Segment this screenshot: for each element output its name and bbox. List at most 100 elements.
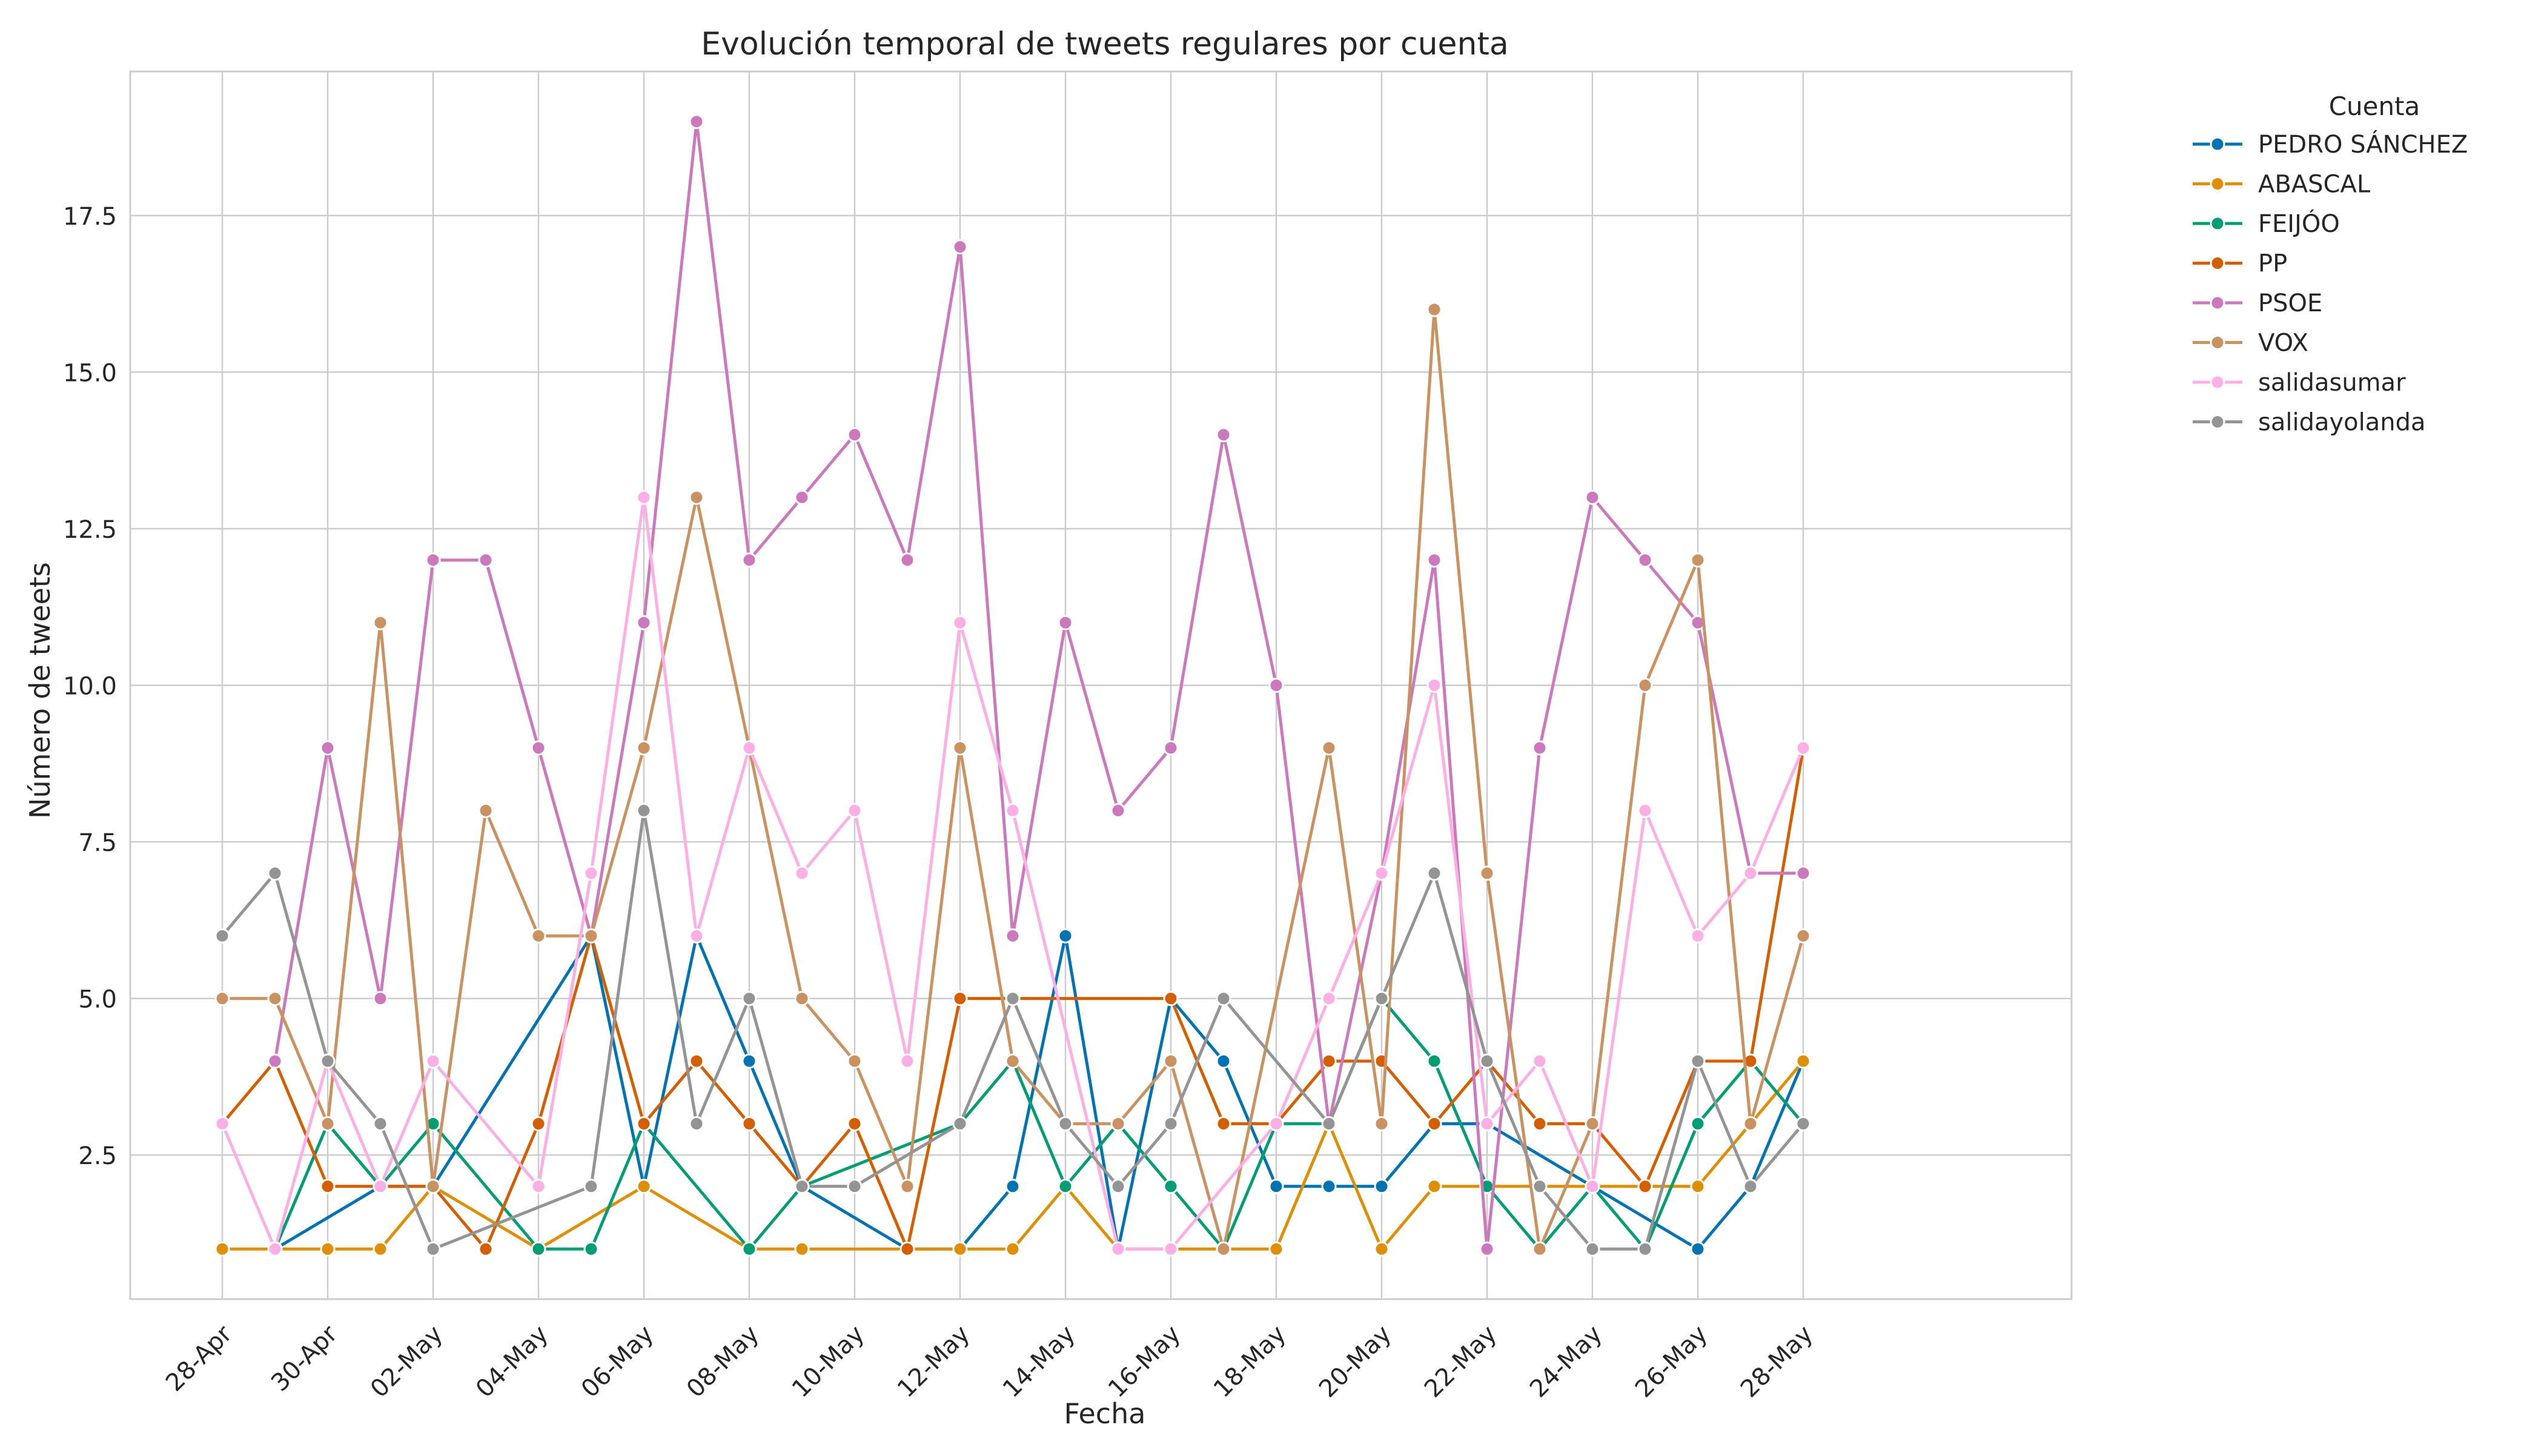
legend-marker: [2210, 136, 2225, 152]
x-axis-label: Fecha: [1064, 1397, 1146, 1430]
legend-label: PEDRO SÁNCHEZ: [2258, 130, 2468, 159]
data-point: [425, 552, 441, 568]
data-point: [1163, 991, 1179, 1007]
data-point: [1795, 928, 1811, 944]
data-point: [1268, 1179, 1284, 1194]
data-point: [636, 1116, 652, 1131]
data-point: [583, 1241, 599, 1257]
data-point: [899, 1053, 915, 1069]
data-point: [1005, 1179, 1021, 1194]
data-point: [794, 865, 810, 881]
data-point: [1374, 1241, 1390, 1257]
data-point: [1110, 1241, 1126, 1257]
data-point: [1216, 1116, 1231, 1131]
data-point: [373, 1116, 388, 1131]
data-point: [1690, 1053, 1706, 1069]
legend-label: salidayolanda: [2258, 409, 2426, 437]
y-tick-label: 7.5: [78, 829, 117, 857]
series-layer: [214, 114, 1811, 1257]
data-point: [214, 1116, 230, 1131]
data-point: [531, 740, 546, 756]
series-5: [214, 302, 1811, 1257]
data-point: [1058, 615, 1073, 630]
data-point: [320, 740, 336, 756]
legend-marker: [2210, 374, 2225, 390]
series-7: [214, 802, 1811, 1257]
y-axis-label: Número de tweets: [24, 562, 56, 819]
data-point: [1268, 1241, 1284, 1257]
data-point: [1058, 1116, 1073, 1131]
data-point: [267, 1053, 283, 1069]
data-point: [373, 1241, 388, 1257]
legend: Cuenta PEDRO SÁNCHEZ ABASCAL FEIJÓO PP PSOE V…: [2193, 91, 2468, 437]
data-point: [214, 991, 230, 1007]
data-point: [425, 1241, 441, 1257]
data-point: [1637, 1241, 1653, 1257]
data-point: [1058, 928, 1073, 944]
data-point: [1163, 740, 1179, 756]
legend-item: salidasumar: [2193, 369, 2406, 397]
data-point: [531, 928, 546, 944]
legend-item: PP: [2193, 250, 2287, 278]
data-point: [1321, 1053, 1337, 1069]
data-point: [1532, 1179, 1548, 1194]
data-point: [320, 1053, 336, 1069]
data-point: [1637, 678, 1653, 693]
legend-item: PSOE: [2193, 290, 2322, 317]
data-point: [267, 1241, 283, 1257]
data-point: [899, 552, 915, 568]
data-point: [1532, 1053, 1548, 1069]
legend-title: Cuenta: [2329, 91, 2420, 121]
data-point: [1637, 1179, 1653, 1194]
legend-item: VOX: [2193, 329, 2308, 357]
data-point: [794, 1241, 810, 1257]
data-point: [1795, 1116, 1811, 1131]
data-point: [1637, 552, 1653, 568]
data-point: [847, 1053, 863, 1069]
data-point: [1479, 1053, 1495, 1069]
data-point: [689, 489, 704, 505]
data-point: [1479, 865, 1495, 881]
data-point: [1005, 1241, 1021, 1257]
data-point: [1374, 1179, 1390, 1194]
data-point: [1110, 1116, 1126, 1131]
data-point: [478, 1241, 494, 1257]
data-point: [1426, 1053, 1442, 1069]
data-point: [1058, 1179, 1073, 1194]
data-point: [1795, 865, 1811, 881]
data-point: [531, 1179, 546, 1194]
data-point: [899, 1179, 915, 1194]
data-point: [1374, 865, 1390, 881]
data-point: [1532, 1116, 1548, 1131]
data-point: [636, 802, 652, 818]
data-point: [1532, 740, 1548, 756]
y-tick-label: 10.0: [63, 673, 117, 701]
legend-label: PSOE: [2258, 290, 2322, 317]
data-point: [1426, 678, 1442, 693]
data-point: [1321, 1116, 1337, 1131]
data-point: [1005, 1053, 1021, 1069]
data-point: [1110, 802, 1126, 818]
data-point: [1585, 1241, 1600, 1257]
data-point: [1110, 1179, 1126, 1194]
data-point: [1690, 1241, 1706, 1257]
data-point: [320, 1241, 336, 1257]
series-line: [273, 120, 1803, 1251]
data-point: [373, 615, 388, 630]
data-point: [478, 802, 494, 818]
data-point: [425, 1179, 441, 1194]
data-point: [1637, 802, 1653, 818]
data-point: [1585, 489, 1600, 505]
data-point: [952, 1116, 968, 1131]
legend-item: ABASCAL: [2193, 171, 2371, 199]
data-point: [741, 991, 757, 1007]
data-point: [847, 1116, 863, 1131]
legend-label: PP: [2258, 250, 2287, 278]
data-point: [952, 1241, 968, 1257]
data-point: [373, 1179, 388, 1194]
data-point: [214, 928, 230, 944]
y-tick-label: 15.0: [63, 359, 117, 387]
data-point: [267, 865, 283, 881]
